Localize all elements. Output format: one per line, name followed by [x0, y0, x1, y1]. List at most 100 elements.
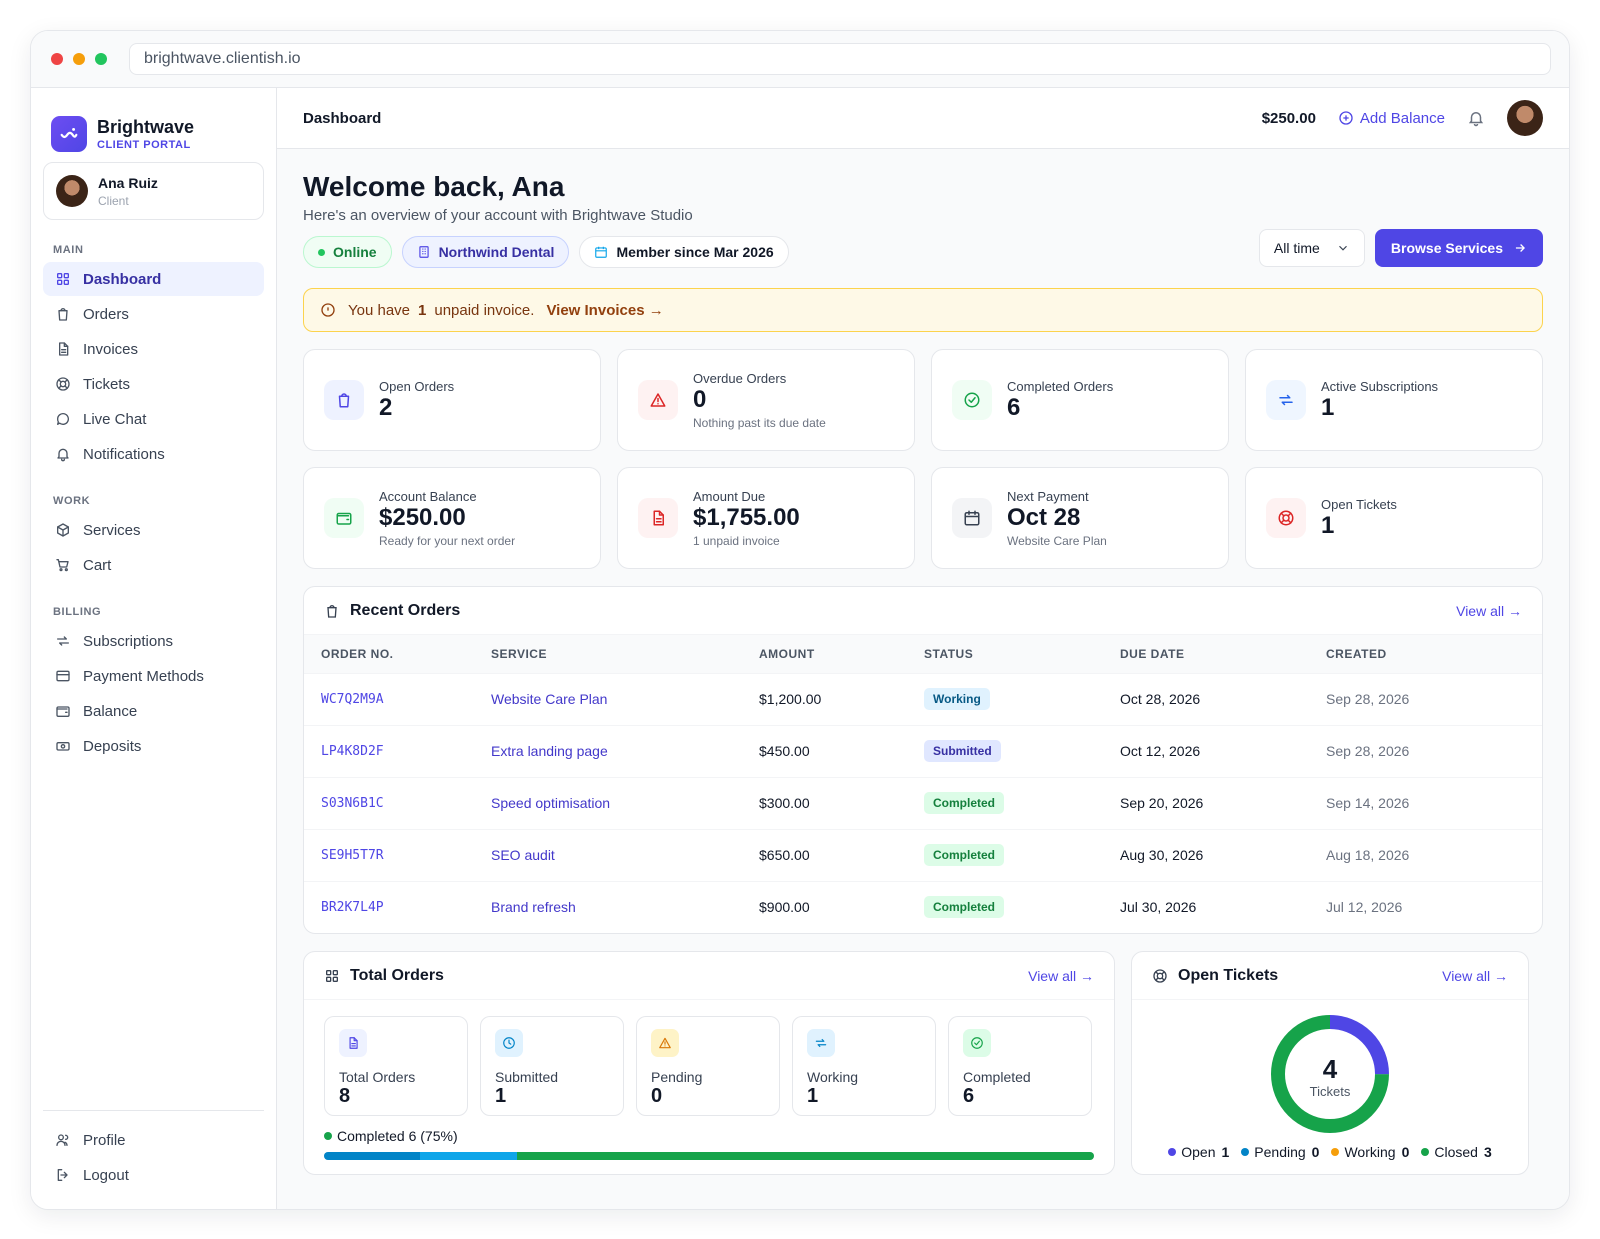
order-number-link[interactable]: WC7Q2M9A: [304, 673, 474, 726]
alert-triangle-icon: [651, 1029, 679, 1057]
stat-card-completed-orders[interactable]: Completed Orders 6: [931, 349, 1229, 451]
order-tile-working[interactable]: Working 1: [792, 1016, 936, 1116]
stat-card-next-payment[interactable]: Next Payment Oct 28 Website Care Plan: [931, 467, 1229, 569]
add-balance-label: Add Balance: [1359, 109, 1445, 127]
legend-dot-icon: [1241, 1148, 1250, 1156]
tile-value: 8: [339, 1085, 351, 1107]
service-link[interactable]: Speed optimisation: [474, 777, 742, 830]
column-header-status[interactable]: STATUS: [907, 635, 1103, 674]
time-range-select[interactable]: All time: [1258, 229, 1365, 267]
service-link[interactable]: Extra landing page: [474, 725, 742, 778]
sidebar-item-balance[interactable]: Balance: [43, 694, 264, 728]
order-tile-completed[interactable]: Completed 6: [948, 1016, 1092, 1116]
cart-icon: [55, 557, 71, 573]
minimize-window-button[interactable]: [73, 53, 85, 65]
stat-value: Oct 28: [1007, 503, 1081, 531]
order-number-link[interactable]: SE9H5T7R: [304, 829, 474, 882]
sidebar-item-notifications[interactable]: Notifications: [43, 437, 264, 471]
status-badge: Working: [924, 688, 990, 710]
sidebar-item-logout[interactable]: Logout: [43, 1158, 264, 1192]
table-row[interactable]: LP4K8D2F Extra landing page $450.00 Submitt…: [304, 725, 1542, 778]
sidebar-item-orders[interactable]: Orders: [43, 297, 264, 331]
tile-label: Completed: [963, 1069, 1031, 1085]
stat-value: 1: [1321, 393, 1335, 421]
column-header-created[interactable]: CREATED: [1309, 635, 1542, 674]
service-link[interactable]: SEO audit: [474, 829, 742, 882]
stat-note: 1 unpaid invoice: [693, 533, 780, 548]
status-cell: Submitted: [907, 725, 1103, 778]
sidebar-item-deposits[interactable]: Deposits: [43, 729, 264, 763]
table-row[interactable]: S03N6B1C Speed optimisation $300.00 Complet…: [304, 777, 1542, 830]
service-link[interactable]: Brand refresh: [491, 899, 576, 916]
order-number-link[interactable]: BR2K7L4P: [321, 899, 384, 915]
sidebar-item-cart[interactable]: Cart: [43, 548, 264, 582]
status-badge: Submitted: [924, 740, 1001, 762]
arrow-right-icon: [1513, 241, 1527, 255]
stat-card-active-subscriptions[interactable]: Active Subscriptions 1: [1245, 349, 1543, 451]
sidebar-item-dashboard[interactable]: Dashboard: [43, 262, 264, 296]
table-row[interactable]: BR2K7L4P Brand refresh $900.00 Completed Jul…: [304, 881, 1542, 933]
address-bar[interactable]: brightwave.clientish.io: [129, 43, 1551, 75]
stat-value: 1: [1321, 511, 1335, 539]
order-tile-submitted[interactable]: Submitted 1: [480, 1016, 624, 1116]
stat-card-open-tickets[interactable]: Open Tickets 1: [1245, 467, 1543, 569]
sidebar-item-label: Cart: [83, 556, 112, 574]
calendar-icon: [952, 498, 992, 538]
open-tickets-view-all-link[interactable]: View all →: [1442, 967, 1508, 984]
sidebar-item-profile[interactable]: Profile: [43, 1123, 264, 1157]
sidebar-item-label: Notifications: [83, 445, 165, 463]
stat-card-overdue-orders[interactable]: Overdue Orders 0 Nothing past its due date: [617, 349, 915, 451]
stat-card-amount-due[interactable]: Amount Due $1,755.00 1 unpaid invoice: [617, 467, 915, 569]
sidebar-nav: MAIN Dashboard Orders Invoices Tickets Live C…: [31, 244, 276, 763]
sidebar-item-tickets[interactable]: Tickets: [43, 367, 264, 401]
column-header-order-no[interactable]: ORDER NO.: [304, 635, 474, 674]
amount-cell: $450.00: [742, 725, 907, 778]
brand[interactable]: Brightwave CLIENT PORTAL: [31, 88, 276, 162]
info-circle-icon: [320, 302, 336, 318]
profile-avatar[interactable]: [1507, 100, 1543, 136]
add-balance-button[interactable]: Add Balance: [1338, 110, 1445, 127]
bag-icon: [55, 306, 71, 322]
column-header-due-date[interactable]: DUE DATE: [1103, 635, 1309, 674]
sidebar-item-label: Invoices: [83, 340, 139, 358]
order-tile-pending[interactable]: Pending 0: [636, 1016, 780, 1116]
sidebar-item-invoices[interactable]: Invoices: [43, 332, 264, 366]
stat-card-open-orders[interactable]: Open Orders 2: [303, 349, 601, 451]
total-orders-view-all-link[interactable]: View all →: [1028, 967, 1094, 984]
legend-dot-icon: [1168, 1148, 1177, 1156]
column-header-service[interactable]: SERVICE: [474, 635, 742, 674]
tile-label: Submitted: [495, 1069, 559, 1085]
maximize-window-button[interactable]: [95, 53, 107, 65]
service-link[interactable]: Website Care Plan: [474, 673, 742, 726]
total-orders-header: Total Orders View all →: [304, 952, 1114, 1000]
status-badge: Completed: [924, 792, 1005, 814]
recent-orders-view-all-link[interactable]: View all →: [1456, 602, 1522, 619]
sidebar-item-payment-methods[interactable]: Payment Methods: [43, 659, 264, 693]
close-window-button[interactable]: [51, 53, 63, 65]
browse-services-button[interactable]: Browse Services: [1374, 229, 1543, 267]
progress-segment: [420, 1152, 517, 1160]
lifebuoy-icon: [1266, 498, 1306, 538]
sidebar-item-services[interactable]: Services: [43, 513, 264, 547]
check-circle-icon: [963, 1029, 991, 1057]
progress-label: Completed 6 (75%): [304, 1116, 1114, 1144]
stat-label: Next Payment: [1007, 488, 1089, 504]
view-invoices-link[interactable]: View Invoices →: [546, 301, 664, 319]
table-row[interactable]: SE9H5T7R SEO audit $650.00 Completed Aug 30,…: [304, 829, 1542, 882]
sidebar-item-subscriptions[interactable]: Subscriptions: [43, 624, 264, 658]
breadcrumb[interactable]: Dashboard: [303, 109, 382, 127]
order-number-link[interactable]: S03N6B1C: [304, 777, 474, 830]
order-tile-total-orders[interactable]: Total Orders 8: [324, 1016, 468, 1116]
user-card[interactable]: Ana Ruiz Client: [43, 162, 264, 220]
status-badge: Completed: [924, 896, 1005, 919]
bell-icon[interactable]: [1467, 109, 1485, 127]
tickets-legend: Open 1 Pending 0 Working 0 Closed 3: [1132, 1144, 1528, 1160]
sidebar-item-live-chat[interactable]: Live Chat: [43, 402, 264, 436]
table-row[interactable]: WC7Q2M9A Website Care Plan $1,200.00 Workin…: [304, 673, 1542, 726]
order-number-link[interactable]: LP4K8D2F: [304, 725, 474, 778]
bell-icon: [55, 446, 71, 462]
stat-card-account-balance[interactable]: Account Balance $250.00 Ready for your nex…: [303, 467, 601, 569]
stat-value: 6: [1007, 393, 1021, 421]
header-actions: All time Browse Services: [1258, 229, 1543, 267]
column-header-amount[interactable]: AMOUNT: [742, 635, 907, 674]
